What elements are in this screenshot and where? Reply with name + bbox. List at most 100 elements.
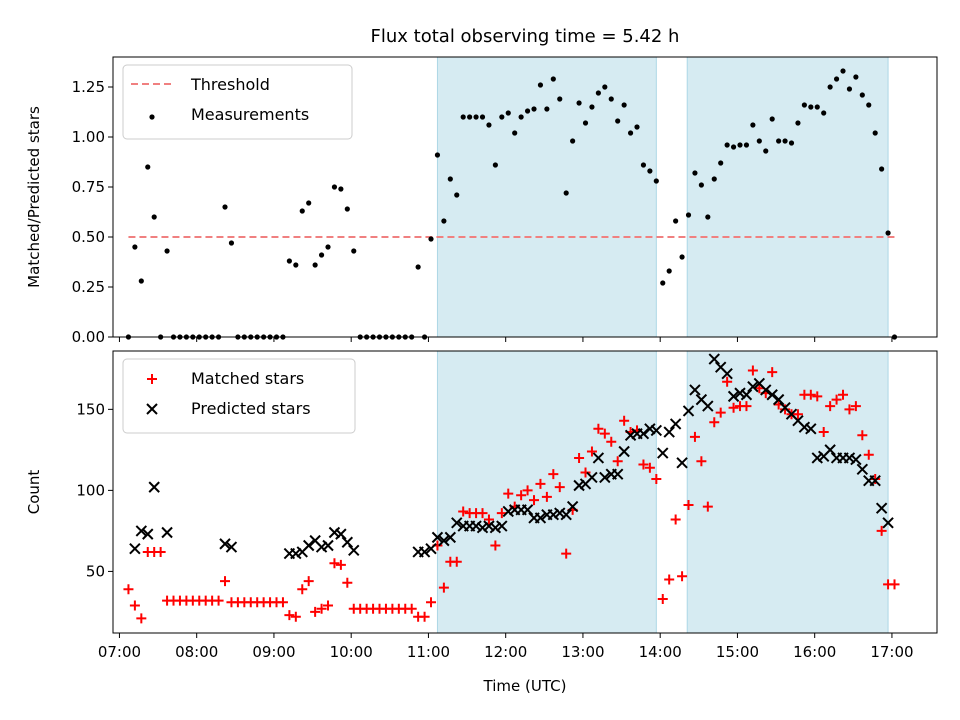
measurement-point: [673, 218, 679, 224]
measurement-point: [595, 90, 601, 96]
matched-star-point: [310, 606, 321, 617]
x-tick-label: 10:00: [330, 643, 373, 661]
measurement-point: [776, 138, 782, 144]
matched-star-point: [677, 571, 688, 582]
predicted-star-point: [534, 512, 547, 524]
y-axis-label: Matched/Predicted stars: [25, 106, 43, 288]
x-tick-label: 13:00: [561, 643, 604, 661]
chart-title: Flux total observing time = 5.42 h: [371, 26, 680, 47]
predicted-star-point: [496, 520, 508, 532]
matched-star-point: [155, 546, 166, 557]
measurement-point: [627, 130, 634, 136]
matched-star-point: [303, 576, 314, 587]
matched-star-point: [277, 597, 288, 608]
predicted-star-point: [599, 471, 611, 484]
matched-star-point: [612, 456, 623, 467]
matched-star-point: [329, 558, 340, 569]
matched-star-point: [657, 593, 668, 604]
matched-star-point: [548, 469, 559, 480]
matched-star-point: [825, 401, 836, 412]
measurement-point: [222, 204, 228, 210]
predicted-star-point: [129, 543, 141, 555]
x-tick-label: 14:00: [639, 643, 682, 661]
predicted-star-point: [875, 502, 888, 514]
matched-star-point: [844, 404, 855, 415]
predicted-star-point: [425, 543, 437, 555]
matched-star-point: [516, 490, 527, 501]
measurement-point: [782, 138, 788, 144]
matched-star-point: [606, 436, 617, 447]
matched-star-point: [780, 404, 791, 415]
measurement-point: [692, 170, 698, 176]
measurement-point: [576, 100, 582, 106]
matched-star-point: [220, 576, 231, 587]
measurement-point: [563, 190, 569, 196]
matched-star-point: [586, 446, 597, 457]
matched-star-point: [335, 559, 346, 570]
predicted-star-point: [702, 400, 714, 412]
measurement-point: [730, 144, 737, 150]
predicted-star-point: [521, 504, 534, 516]
matched-star-point: [767, 367, 778, 378]
matched-star-point: [213, 595, 224, 606]
legend-frame: [122, 358, 356, 434]
matched-star-point: [297, 584, 308, 595]
measurement-point: [827, 84, 833, 90]
predicted-star-point: [431, 531, 444, 544]
measurement-point: [801, 102, 807, 108]
measurement-point: [518, 114, 524, 120]
measurement-point: [312, 262, 318, 268]
measurement-point: [338, 186, 344, 192]
measurement-point: [660, 280, 666, 286]
measurement-point: [666, 268, 672, 274]
measurement-point: [615, 118, 621, 124]
measurement-point: [879, 166, 885, 172]
measurement-point: [512, 130, 518, 136]
measurement-point: [724, 142, 730, 148]
y-tick-label: 50: [86, 562, 105, 580]
matched-star-point: [426, 597, 437, 608]
measurement-point: [415, 264, 421, 270]
matched-star-point: [863, 449, 874, 460]
bottom-panel: 50 100 150 07:00 08:00 09:00 10:00 11:00 12:00 13…: [25, 350, 938, 695]
predicted-star-point: [135, 525, 148, 537]
predicted-star-point: [689, 384, 701, 396]
legend-label: Predicted stars: [191, 399, 311, 418]
measurement-point: [679, 254, 685, 260]
predicted-star-point: [708, 353, 720, 365]
predicted-star-point: [676, 457, 688, 469]
matched-star-point: [792, 409, 803, 420]
measurement-point: [344, 206, 350, 212]
measurement-point: [853, 74, 859, 80]
matched-star-point: [728, 402, 739, 413]
matched-star-point: [451, 556, 462, 567]
measurement-point: [872, 130, 878, 136]
matched-star-point: [709, 417, 720, 428]
matched-star-point: [715, 407, 726, 418]
measurement-point: [351, 248, 357, 254]
matched-star-point: [838, 389, 849, 400]
y-tick-label: 150: [76, 400, 105, 418]
measurement-point: [428, 236, 434, 242]
matched-star-point: [722, 376, 733, 387]
measurement-point: [164, 248, 170, 254]
matched-star-point: [593, 423, 604, 434]
matched-star-point: [290, 611, 301, 622]
axes-frame: [112, 56, 938, 338]
matched-star-point: [754, 383, 765, 394]
measurement-point: [434, 152, 441, 158]
predicted-star-point: [882, 517, 894, 529]
measurement-point: [685, 212, 692, 218]
predicted-star-point: [341, 536, 354, 548]
matched-star-point: [529, 495, 540, 506]
matched-star-point: [651, 474, 662, 485]
matched-star-point: [477, 508, 488, 519]
predicted-star-point: [747, 380, 759, 393]
matched-star-point: [438, 582, 449, 593]
predicted-star-point: [824, 444, 836, 456]
matched-star-point: [683, 499, 694, 510]
matched-star-point: [812, 391, 823, 402]
measurement-point: [531, 106, 537, 112]
matched-star-point: [284, 610, 295, 621]
measurement-point: [505, 110, 511, 116]
